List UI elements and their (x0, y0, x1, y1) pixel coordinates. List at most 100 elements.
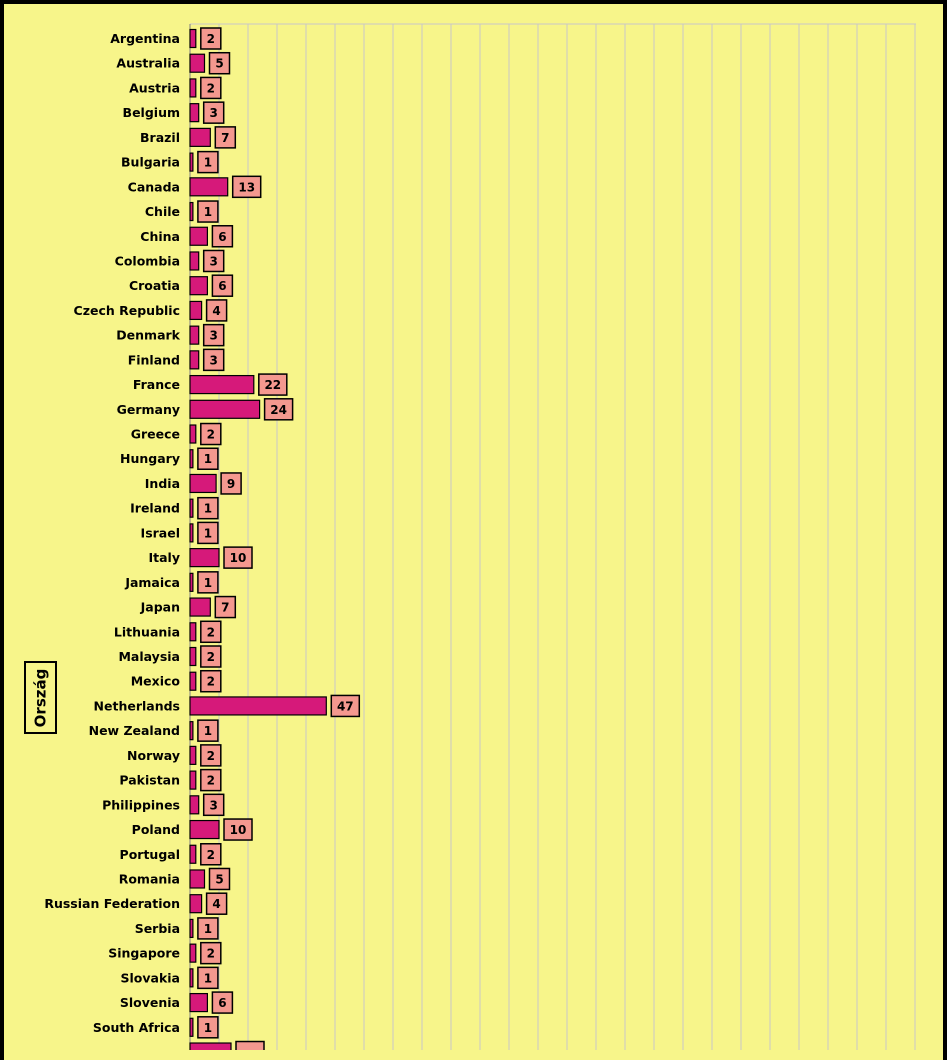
data-label-box (200, 768, 222, 792)
category-label: New Zealand (89, 723, 180, 738)
data-label-box (200, 744, 222, 767)
data-label-box (197, 200, 219, 223)
data-label-box (197, 150, 219, 174)
category-label: Hungary (120, 451, 180, 466)
bar (189, 449, 194, 469)
category-label: Mexico (131, 674, 181, 689)
bar (189, 894, 203, 914)
data-label: 1 (204, 1021, 212, 1035)
data-label: 1 (204, 576, 212, 590)
category-label: Portugal (120, 847, 180, 862)
category-label: Singapore (108, 946, 180, 961)
data-label: 2 (207, 774, 215, 788)
category-label: Philippines (102, 797, 180, 812)
bar (189, 498, 194, 518)
category-label: Denmark (116, 328, 180, 343)
data-label: 2 (207, 650, 215, 664)
bar (189, 300, 203, 321)
data-label-box (197, 1016, 219, 1039)
data-label-box (205, 892, 228, 915)
category-label: Russian Federation (44, 896, 180, 911)
bar (189, 696, 327, 716)
data-label: 3 (210, 254, 218, 268)
bar (189, 399, 261, 419)
data-label: 2 (207, 81, 215, 95)
data-label-box (200, 76, 222, 100)
bar (189, 918, 194, 939)
data-label: 2 (207, 32, 215, 46)
data-label: 2 (207, 625, 215, 639)
data-label: 3 (210, 329, 218, 343)
category-label: China (140, 229, 180, 244)
bar (189, 572, 194, 592)
data-label: 3 (210, 106, 218, 120)
category-label: Australia (116, 56, 180, 71)
y-axis-title: Ország (31, 668, 50, 727)
category-label: Belgium (123, 105, 180, 120)
bar (189, 1017, 194, 1037)
bar (189, 28, 197, 49)
bar (189, 523, 194, 543)
category-label: Serbia (135, 921, 180, 936)
data-label-box (263, 398, 294, 421)
data-label-box (200, 620, 222, 644)
data-label: 2 (207, 848, 215, 862)
data-label-box (330, 694, 361, 718)
bar (189, 1042, 232, 1050)
data-label: 2 (207, 675, 215, 689)
data-label-box (202, 249, 225, 273)
category-label: Czech Republic (74, 303, 180, 318)
category-label: Slovakia (121, 970, 181, 985)
category-label: France (133, 377, 180, 392)
data-label: 7 (221, 131, 229, 145)
bar (189, 721, 194, 741)
bar (189, 226, 208, 246)
data-label-box (200, 645, 222, 668)
bar (189, 622, 197, 642)
data-label: 22 (264, 378, 281, 392)
data-label-box (202, 793, 225, 817)
data-label-box (197, 571, 219, 594)
category-label: Pakistan (119, 773, 180, 788)
bar (189, 78, 197, 98)
y-axis-title-box: Ország (24, 661, 57, 734)
bar (189, 127, 211, 147)
bar (189, 795, 200, 815)
category-label: Canada (128, 179, 180, 194)
bar (189, 177, 229, 197)
category-label: Italy (149, 550, 181, 565)
bar (189, 646, 197, 667)
data-label: 7 (221, 601, 229, 615)
data-label: 13 (238, 180, 255, 194)
category-label: Malaysia (118, 649, 180, 664)
category-labels: Argentina Australia Austria Belgium Brazil Bu… (44, 31, 180, 1035)
bar (189, 943, 197, 963)
data-label-box (197, 917, 219, 940)
data-label: 1 (204, 922, 212, 936)
bar (189, 350, 200, 370)
bar (189, 152, 194, 172)
data-label: 4 (212, 897, 220, 911)
bar (189, 53, 206, 73)
category-label: Argentina (110, 31, 180, 46)
category-label: Japan (140, 600, 180, 615)
bar (189, 473, 217, 494)
category-label: Netherlands (94, 698, 180, 713)
bar (189, 745, 197, 765)
grid-lines (190, 23, 916, 1050)
bar (189, 548, 220, 568)
data-label: 2 (207, 749, 215, 763)
data-label: 4 (212, 304, 220, 318)
bar (189, 201, 194, 222)
bar (189, 844, 197, 864)
data-label-box (202, 323, 225, 347)
category-label: Ireland (130, 501, 180, 516)
category-label: Jamaica (124, 575, 180, 590)
data-label-box (205, 299, 228, 322)
category-label: Colombia (115, 253, 180, 268)
category-label: Norway (127, 748, 180, 763)
bar (189, 992, 208, 1013)
category-label: Germany (117, 402, 180, 417)
data-label-box (258, 373, 288, 396)
bar (189, 424, 197, 444)
